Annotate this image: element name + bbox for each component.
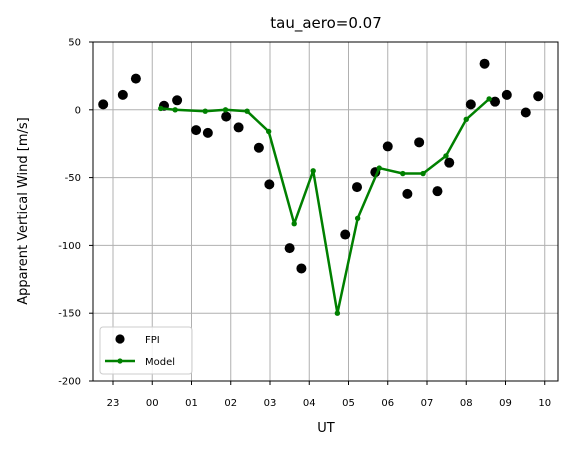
model-point xyxy=(158,105,164,112)
model-point xyxy=(334,310,341,316)
model-point xyxy=(291,221,297,227)
model-line xyxy=(160,98,490,315)
fpi-point xyxy=(414,137,425,148)
fpi-point xyxy=(221,111,232,122)
model-point xyxy=(420,170,426,177)
x-tick-label: 08 xyxy=(460,398,473,409)
legend-model-label: Model xyxy=(145,357,175,368)
model-point xyxy=(400,170,406,177)
legend-model-marker xyxy=(117,358,123,364)
fpi-point xyxy=(402,188,413,199)
fpi-point xyxy=(130,73,141,84)
y-tick-label: 50 xyxy=(68,38,81,49)
fpi-point xyxy=(233,122,244,133)
legend-fpi-marker xyxy=(115,334,125,344)
y-axis-ticks: 50 0 -50 -100 -150 -200 xyxy=(58,38,93,388)
chart-title: tau_aero=0.07 xyxy=(270,14,381,33)
y-tick-label: -100 xyxy=(58,241,81,252)
plot-frame xyxy=(92,41,559,382)
fpi-point xyxy=(533,91,544,102)
x-tick-label: 06 xyxy=(381,398,394,409)
model-point xyxy=(202,108,208,114)
model-point xyxy=(376,165,382,171)
x-tick-label: 09 xyxy=(499,398,512,409)
fpi-point xyxy=(296,263,307,274)
legend-fpi-label: FPI xyxy=(145,335,160,346)
x-tick-label: 04 xyxy=(303,398,316,409)
model-point xyxy=(172,107,178,113)
series-layer xyxy=(98,58,544,316)
model-point xyxy=(463,116,469,122)
x-tick-label: 05 xyxy=(342,398,355,409)
x-tick-label: 10 xyxy=(538,398,551,409)
y-tick-label: 0 xyxy=(75,105,81,116)
fpi-point xyxy=(253,142,264,153)
x-tick-label: 23 xyxy=(107,398,120,409)
model-point xyxy=(486,96,492,102)
fpi-point xyxy=(284,243,295,254)
fpi-point xyxy=(465,99,476,110)
fpi-point xyxy=(191,125,202,136)
y-tick-label: -50 xyxy=(65,173,81,184)
x-tick-label: 02 xyxy=(224,398,237,409)
fpi-point xyxy=(490,96,501,107)
fpi-point xyxy=(117,89,128,100)
model-point xyxy=(354,215,361,221)
y-tick-label: -150 xyxy=(58,309,81,320)
fpi-point xyxy=(479,58,490,69)
fpi-point xyxy=(432,186,443,197)
fpi-point xyxy=(520,107,531,118)
fpi-point xyxy=(444,157,455,168)
x-tick-label: 07 xyxy=(421,398,434,409)
fpi-point xyxy=(382,141,393,152)
model-point xyxy=(265,128,272,135)
model-point xyxy=(244,108,250,114)
fpi-point xyxy=(501,89,512,100)
fpi-point xyxy=(264,179,275,190)
y-tick-label: -200 xyxy=(58,377,81,388)
fpi-point xyxy=(172,95,183,106)
fpi-point xyxy=(98,99,109,110)
fpi-point xyxy=(352,182,363,193)
model-point xyxy=(310,168,316,174)
x-axis-label: UT xyxy=(317,421,335,436)
x-tick-label: 00 xyxy=(146,398,159,409)
y-axis-label: Apparent Vertical Wind [m/s] xyxy=(16,117,31,304)
legend: FPI Model xyxy=(99,326,193,375)
x-tick-label: 03 xyxy=(264,398,277,409)
x-tick-label: 01 xyxy=(185,398,198,409)
model-point xyxy=(222,107,229,113)
model-point xyxy=(443,153,449,159)
fpi-point xyxy=(202,127,213,138)
x-axis-ticks: 23 00 01 02 03 04 05 06 07 08 09 10 xyxy=(107,381,551,409)
fpi-point xyxy=(340,229,351,240)
